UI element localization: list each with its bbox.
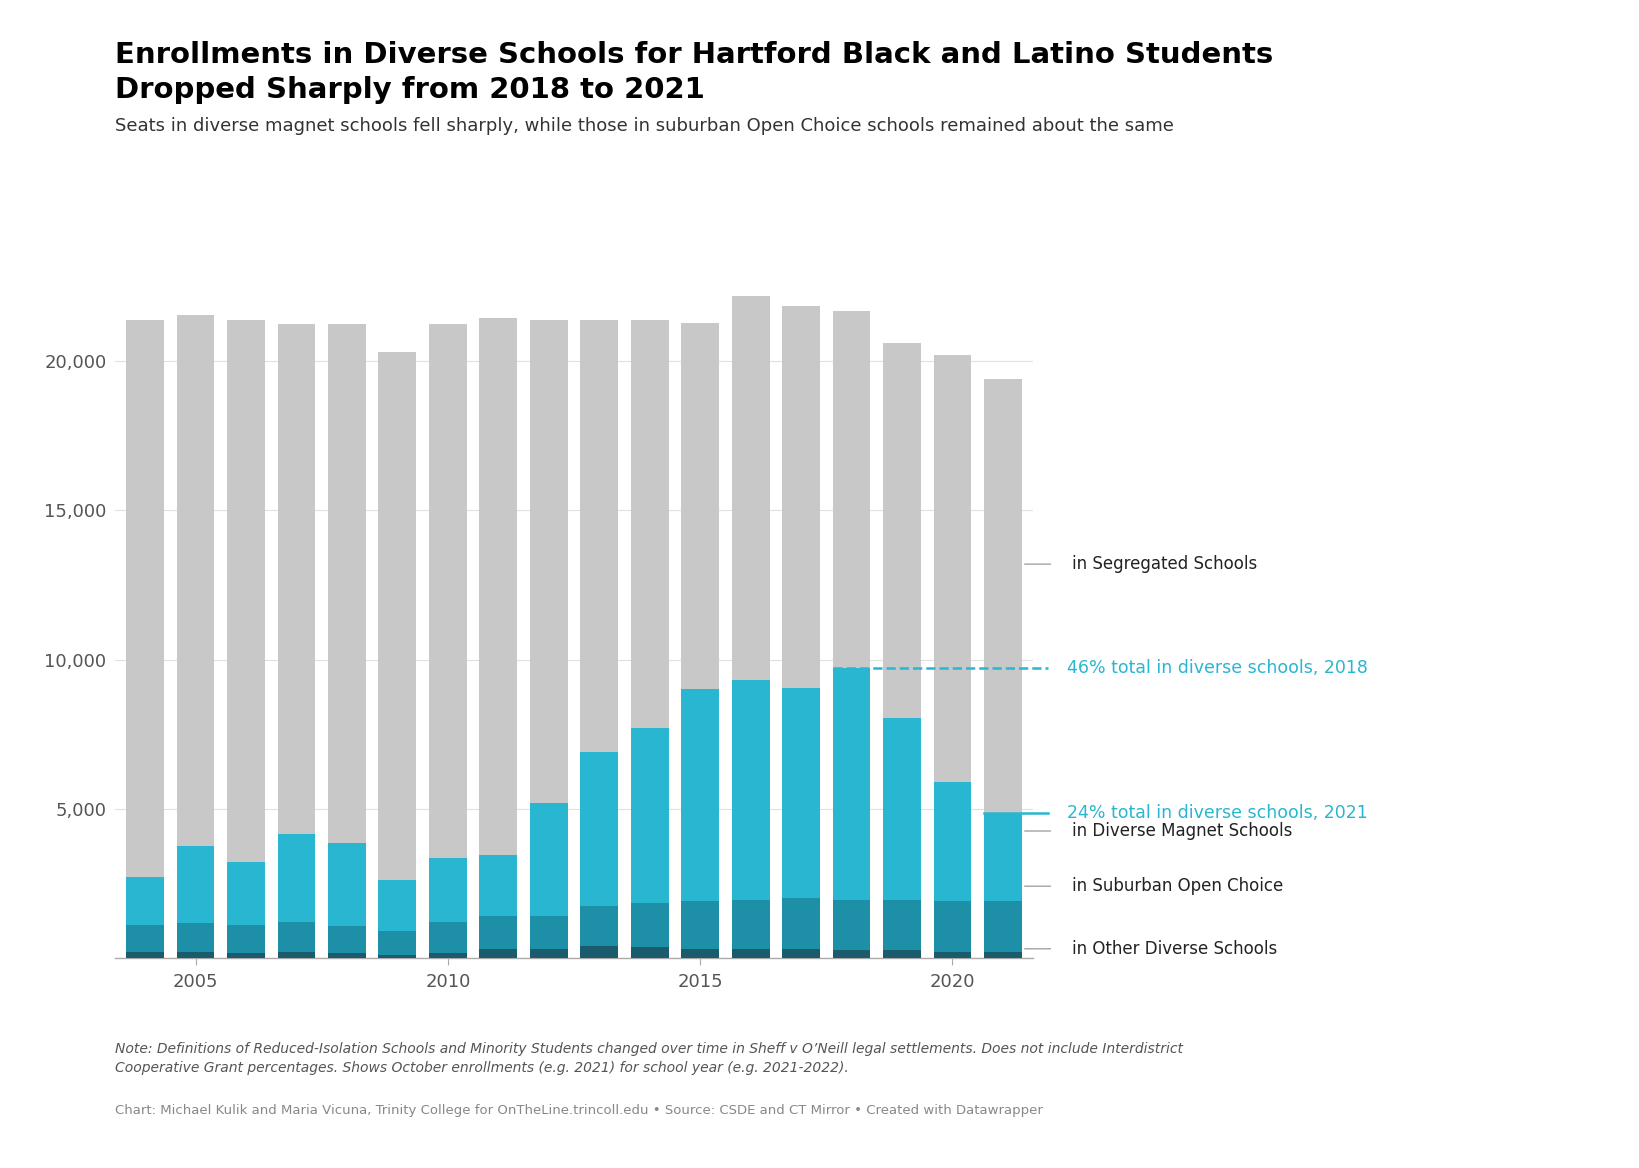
Bar xyxy=(479,916,516,948)
Bar xyxy=(731,296,769,681)
Bar xyxy=(782,898,820,948)
Bar xyxy=(529,948,567,958)
Bar xyxy=(177,924,215,952)
Bar xyxy=(631,903,669,947)
Bar xyxy=(680,901,718,948)
Bar xyxy=(177,952,215,958)
Text: Chart: Michael Kulik and Maria Vicuna, Trinity College for OnTheLine.trincoll.ed: Chart: Michael Kulik and Maria Vicuna, T… xyxy=(115,1104,1042,1117)
Text: Enrollments in Diverse Schools for Hartford Black and Latino Students: Enrollments in Diverse Schools for Hartf… xyxy=(115,41,1272,69)
Bar xyxy=(731,681,769,899)
Bar xyxy=(126,320,164,877)
Text: Note: Definitions of Reduced-Isolation Schools and Minority Students changed ove: Note: Definitions of Reduced-Isolation S… xyxy=(115,1042,1182,1076)
Bar xyxy=(328,324,365,843)
Bar xyxy=(933,952,970,958)
Bar xyxy=(277,952,315,958)
Bar xyxy=(882,951,921,958)
Text: Seats in diverse magnet schools fell sharply, while those in suburban Open Choic: Seats in diverse magnet schools fell sha… xyxy=(115,117,1174,134)
Bar xyxy=(479,318,516,855)
Bar xyxy=(328,843,365,926)
Bar xyxy=(731,948,769,958)
Bar xyxy=(983,952,1021,958)
Bar xyxy=(277,324,315,834)
Text: in Other Diverse Schools: in Other Diverse Schools xyxy=(1072,940,1277,958)
Bar xyxy=(529,802,567,916)
Bar xyxy=(882,899,921,951)
Bar xyxy=(479,948,516,958)
Text: in Diverse Magnet Schools: in Diverse Magnet Schools xyxy=(1072,822,1292,840)
Bar xyxy=(933,781,970,901)
Bar xyxy=(479,855,516,916)
Bar xyxy=(580,905,618,946)
Bar xyxy=(782,948,820,958)
Bar xyxy=(226,320,266,862)
Text: in Suburban Open Choice: in Suburban Open Choice xyxy=(1072,877,1283,895)
Bar xyxy=(177,846,215,924)
Bar xyxy=(833,951,870,958)
Bar xyxy=(782,688,820,898)
Bar xyxy=(631,947,669,958)
Bar xyxy=(429,922,467,953)
Bar xyxy=(379,931,416,954)
Bar xyxy=(580,752,618,905)
Bar xyxy=(429,324,467,857)
Bar xyxy=(379,954,416,958)
Bar xyxy=(126,952,164,958)
Bar xyxy=(680,948,718,958)
Text: in Segregated Schools: in Segregated Schools xyxy=(1072,555,1257,573)
Bar xyxy=(933,355,970,781)
Bar xyxy=(529,320,567,802)
Bar xyxy=(680,689,718,901)
Bar xyxy=(631,320,669,728)
Bar xyxy=(126,877,164,925)
Text: Dropped Sharply from 2018 to 2021: Dropped Sharply from 2018 to 2021 xyxy=(115,76,705,104)
Bar xyxy=(782,306,820,688)
Bar xyxy=(983,901,1021,952)
Bar xyxy=(983,813,1021,901)
Bar xyxy=(126,925,164,952)
Text: 46% total in diverse schools, 2018: 46% total in diverse schools, 2018 xyxy=(1067,660,1367,677)
Bar xyxy=(379,353,416,881)
Bar xyxy=(177,315,215,846)
Bar xyxy=(429,953,467,958)
Text: 24% total in diverse schools, 2021: 24% total in diverse schools, 2021 xyxy=(1067,804,1367,822)
Bar xyxy=(379,881,416,931)
Bar xyxy=(833,311,870,668)
Bar xyxy=(277,922,315,952)
Bar xyxy=(226,862,266,925)
Bar xyxy=(580,320,618,752)
Bar xyxy=(882,343,921,717)
Bar xyxy=(226,953,266,958)
Bar xyxy=(328,926,365,953)
Bar xyxy=(933,901,970,952)
Bar xyxy=(529,916,567,948)
Bar xyxy=(580,946,618,958)
Bar xyxy=(429,857,467,922)
Bar xyxy=(226,925,266,953)
Bar xyxy=(680,322,718,689)
Bar xyxy=(882,717,921,899)
Bar xyxy=(833,668,870,899)
Bar xyxy=(631,728,669,903)
Bar xyxy=(833,899,870,951)
Bar xyxy=(328,953,365,958)
Bar xyxy=(277,834,315,922)
Bar xyxy=(983,380,1021,813)
Bar xyxy=(731,899,769,948)
